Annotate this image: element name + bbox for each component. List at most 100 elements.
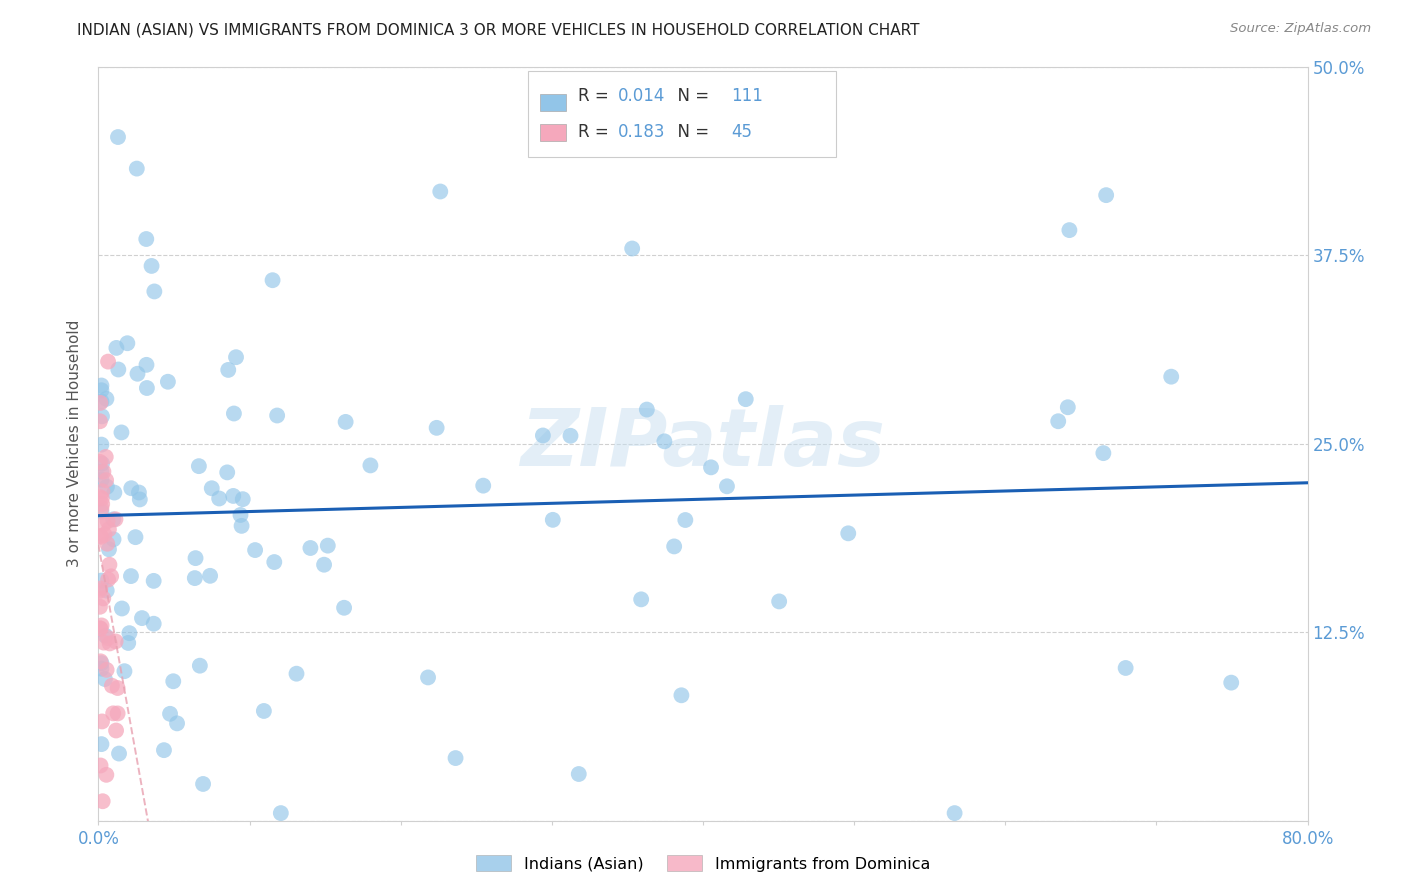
Point: [90, 437, 112, 451]
Point: [101, 706, 124, 721]
Text: 111: 111: [731, 87, 762, 105]
Point: [142, 616, 165, 631]
Point: [118, 626, 141, 640]
Text: 45: 45: [731, 123, 752, 142]
Point: [97, 631, 120, 645]
Point: [1220, 675, 1243, 690]
Point: [104, 634, 127, 648]
Point: [131, 611, 153, 625]
Point: [117, 336, 139, 351]
Point: [768, 594, 790, 608]
Y-axis label: 3 or more Vehicles in Household: 3 or more Vehicles in Household: [67, 320, 83, 567]
Point: [90, 394, 112, 409]
Point: [96, 392, 118, 406]
Point: [141, 259, 163, 273]
Point: [444, 751, 467, 765]
Point: [90, 662, 112, 676]
Point: [94, 672, 117, 686]
Point: [97, 573, 120, 587]
Point: [1115, 661, 1137, 675]
Point: [90, 378, 112, 392]
Point: [316, 539, 339, 553]
Point: [124, 530, 146, 544]
Point: [299, 541, 322, 555]
Point: [426, 421, 449, 435]
Point: [94, 473, 117, 487]
Point: [89, 583, 111, 598]
Point: [93, 465, 115, 479]
Point: [621, 242, 644, 256]
Point: [103, 533, 125, 547]
Text: N =: N =: [666, 123, 714, 142]
Point: [127, 367, 149, 381]
Point: [91, 409, 114, 424]
Point: [96, 583, 118, 598]
Point: [429, 185, 451, 199]
Point: [662, 540, 685, 554]
Point: [97, 354, 120, 368]
Point: [1160, 369, 1182, 384]
Text: ZIPatlas: ZIPatlas: [520, 405, 886, 483]
Point: [135, 358, 157, 372]
Point: [90, 530, 112, 544]
Point: [1047, 414, 1070, 428]
Point: [105, 341, 128, 355]
Point: [110, 425, 132, 440]
FancyBboxPatch shape: [527, 70, 837, 157]
Point: [89, 396, 111, 410]
Point: [90, 654, 112, 668]
Point: [107, 706, 129, 721]
Point: [1056, 401, 1078, 415]
Point: [107, 681, 129, 695]
Point: [630, 592, 652, 607]
Point: [114, 664, 136, 678]
Point: [266, 409, 288, 423]
Point: [191, 777, 214, 791]
Text: 0.183: 0.183: [619, 123, 666, 142]
Point: [90, 384, 112, 398]
Point: [359, 458, 381, 473]
Point: [91, 497, 114, 511]
Point: [217, 363, 239, 377]
Point: [101, 679, 124, 693]
Point: [90, 505, 112, 519]
Point: [314, 558, 336, 572]
Point: [187, 459, 209, 474]
Point: [217, 466, 239, 480]
Text: N =: N =: [666, 87, 714, 105]
Point: [90, 491, 112, 506]
Point: [188, 658, 211, 673]
Point: [159, 706, 181, 721]
Point: [98, 636, 121, 650]
Point: [184, 571, 207, 585]
Point: [89, 582, 111, 596]
Point: [270, 806, 292, 821]
Point: [135, 381, 157, 395]
Point: [153, 743, 176, 757]
Point: [107, 130, 129, 145]
Point: [107, 362, 129, 376]
Point: [89, 414, 111, 428]
Point: [1092, 446, 1115, 460]
Point: [93, 527, 115, 541]
Point: [335, 415, 357, 429]
Point: [1059, 223, 1081, 237]
Point: [96, 768, 118, 782]
Point: [568, 767, 591, 781]
Point: [91, 484, 114, 499]
Point: [89, 621, 111, 635]
Point: [91, 591, 114, 606]
Point: [90, 473, 112, 487]
Text: INDIAN (ASIAN) VS IMMIGRANTS FROM DOMINICA 3 OR MORE VEHICLES IN HOUSEHOLD CORRE: INDIAN (ASIAN) VS IMMIGRANTS FROM DOMINI…: [77, 22, 920, 37]
Point: [108, 747, 131, 761]
Point: [96, 663, 118, 677]
Point: [89, 599, 111, 614]
Point: [90, 465, 112, 479]
Point: [135, 232, 157, 246]
Point: [156, 375, 179, 389]
Point: [184, 551, 207, 566]
Point: [654, 434, 676, 449]
Point: [91, 794, 114, 808]
Point: [837, 526, 859, 541]
Point: [943, 806, 966, 821]
